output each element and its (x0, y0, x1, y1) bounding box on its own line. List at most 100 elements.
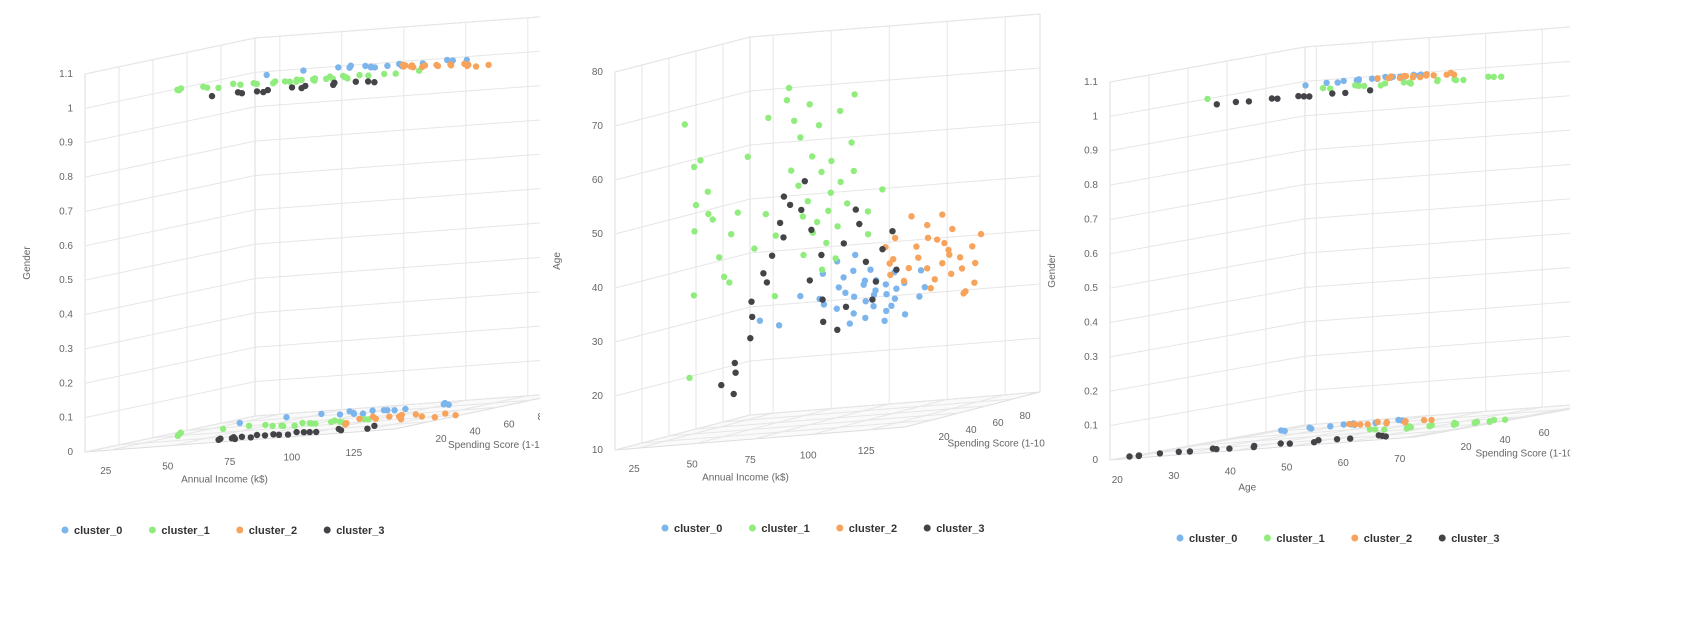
point-cluster_2[interactable] (1420, 416, 1428, 424)
point-cluster_0[interactable] (1340, 77, 1347, 85)
point-cluster_1[interactable] (1204, 95, 1211, 103)
point-cluster_1[interactable] (1485, 73, 1492, 80)
point-cluster_2[interactable] (924, 234, 932, 241)
point-cluster_2[interactable] (1409, 74, 1417, 81)
point-cluster_2[interactable] (1423, 72, 1430, 79)
point-cluster_0[interactable] (336, 411, 344, 418)
point-cluster_0[interactable] (850, 267, 857, 274)
point-cluster_3[interactable] (786, 201, 794, 209)
point-cluster_3[interactable] (1268, 95, 1276, 102)
point-cluster_3[interactable] (760, 270, 767, 277)
legend-item-cluster_3[interactable]: cluster_3 (1438, 533, 1500, 545)
point-cluster_1[interactable] (1452, 76, 1460, 84)
point-cluster_1[interactable] (237, 81, 244, 88)
point-cluster_1[interactable] (328, 418, 335, 426)
point-cluster_2[interactable] (972, 259, 979, 267)
point-cluster_3[interactable] (1277, 440, 1284, 447)
point-cluster_3[interactable] (1295, 92, 1302, 100)
point-cluster_1[interactable] (1360, 82, 1368, 90)
point-cluster_3[interactable] (862, 258, 870, 265)
point-cluster_2[interactable] (342, 421, 349, 428)
point-cluster_2[interactable] (887, 271, 894, 279)
point-cluster_3[interactable] (1306, 93, 1313, 100)
point-cluster_1[interactable] (293, 78, 300, 85)
point-cluster_2[interactable] (949, 225, 956, 233)
point-cluster_1[interactable] (281, 78, 289, 85)
point-cluster_0[interactable] (402, 405, 409, 413)
point-cluster_1[interactable] (806, 101, 813, 108)
point-cluster_3[interactable] (748, 298, 755, 305)
point-cluster_3[interactable] (208, 92, 216, 100)
point-cluster_3[interactable] (798, 206, 805, 214)
point-cluster_1[interactable] (815, 122, 823, 129)
point-cluster_3[interactable] (1366, 87, 1374, 94)
point-cluster_2[interactable] (1396, 74, 1403, 82)
point-cluster_1[interactable] (726, 279, 733, 286)
point-cluster_3[interactable] (893, 266, 900, 273)
point-cluster_2[interactable] (908, 213, 915, 220)
point-cluster_3[interactable] (1126, 453, 1133, 460)
point-cluster_2[interactable] (452, 412, 459, 419)
point-cluster_3[interactable] (730, 390, 737, 398)
point-cluster_1[interactable] (1377, 82, 1384, 89)
point-cluster_1[interactable] (1403, 425, 1410, 432)
point-cluster_2[interactable] (913, 243, 920, 250)
point-cluster_1[interactable] (215, 84, 222, 92)
legend-item-cluster_2[interactable]: cluster_2 (836, 523, 897, 535)
point-cluster_3[interactable] (1226, 445, 1233, 452)
point-cluster_3[interactable] (1232, 98, 1240, 106)
point-cluster_3[interactable] (842, 303, 850, 310)
point-cluster_0[interactable] (820, 301, 828, 308)
point-cluster_1[interactable] (800, 251, 807, 259)
point-cluster_1[interactable] (728, 231, 735, 238)
point-cluster_0[interactable] (882, 281, 889, 288)
point-cluster_2[interactable] (945, 246, 952, 254)
point-cluster_1[interactable] (834, 223, 841, 230)
point-cluster_3[interactable] (1250, 443, 1257, 451)
point-cluster_0[interactable] (888, 302, 895, 309)
point-cluster_1[interactable] (1501, 416, 1509, 423)
point-cluster_1[interactable] (299, 419, 306, 427)
point-cluster_0[interactable] (283, 414, 290, 421)
point-cluster_3[interactable] (1156, 450, 1164, 457)
point-cluster_0[interactable] (840, 274, 847, 281)
point-cluster_1[interactable] (879, 186, 886, 193)
point-cluster_1[interactable] (697, 157, 704, 164)
point-cluster_1[interactable] (1434, 77, 1441, 85)
point-cluster_0[interactable] (883, 307, 890, 315)
point-cluster_2[interactable] (956, 254, 964, 261)
point-cluster_0[interactable] (1334, 79, 1341, 86)
point-cluster_2[interactable] (1374, 75, 1381, 82)
point-cluster_1[interactable] (270, 80, 277, 87)
point-cluster_0[interactable] (318, 410, 325, 418)
point-cluster_1[interactable] (1355, 82, 1362, 90)
point-cluster_1[interactable] (832, 255, 839, 262)
point-cluster_3[interactable] (1347, 435, 1354, 442)
point-cluster_3[interactable] (1135, 452, 1142, 460)
point-cluster_2[interactable] (977, 230, 985, 238)
point-cluster_2[interactable] (442, 410, 449, 417)
point-cluster_1[interactable] (804, 198, 811, 205)
point-cluster_1[interactable] (253, 80, 260, 88)
point-cluster_0[interactable] (917, 267, 925, 274)
point-cluster_2[interactable] (948, 270, 955, 277)
point-cluster_3[interactable] (780, 234, 787, 241)
point-cluster_0[interactable] (835, 284, 842, 291)
point-cluster_1[interactable] (716, 254, 723, 261)
point-cluster_0[interactable] (1327, 423, 1334, 430)
point-cluster_3[interactable] (889, 228, 896, 235)
point-cluster_3[interactable] (253, 88, 261, 95)
point-cluster_1[interactable] (772, 232, 779, 239)
point-cluster_2[interactable] (939, 260, 946, 267)
point-cluster_1[interactable] (783, 97, 791, 104)
point-cluster_1[interactable] (175, 87, 183, 94)
legend-item-cluster_0[interactable]: cluster_0 (1176, 533, 1238, 545)
point-cluster_2[interactable] (1364, 421, 1371, 428)
legend-item-cluster_3[interactable]: cluster_3 (923, 523, 985, 535)
point-cluster_1[interactable] (788, 167, 795, 174)
legend-item-cluster_0[interactable]: cluster_0 (61, 525, 123, 537)
point-cluster_0[interactable] (893, 285, 900, 292)
point-cluster_2[interactable] (1443, 71, 1450, 78)
point-cluster_3[interactable] (270, 431, 277, 438)
point-cluster_1[interactable] (686, 374, 693, 382)
